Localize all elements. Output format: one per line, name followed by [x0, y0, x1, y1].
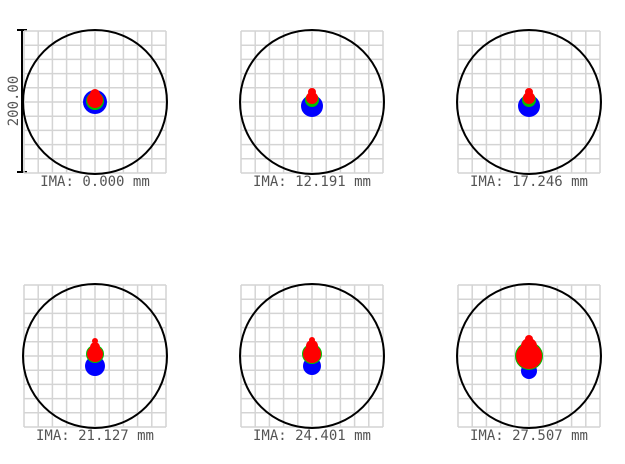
ima-label: IMA: 27.507 mm	[470, 428, 588, 444]
ima-label: IMA: 17.246 mm	[470, 174, 588, 190]
airy-circle	[239, 29, 385, 175]
spot-panel: IMA: 17.246 mm	[456, 29, 602, 190]
spot-wavelength-3	[90, 89, 100, 99]
spot-wavelength-3	[90, 342, 100, 352]
spot-wavelength-3	[525, 335, 533, 343]
spot-panel: IMA: 12.191 mm	[239, 29, 385, 190]
grid	[457, 30, 601, 174]
scale-bar: 200.00	[6, 29, 27, 173]
ima-label: IMA: 21.127 mm	[36, 428, 154, 444]
spot-wavelength-3	[306, 92, 318, 104]
spot-panel: IMA: 0.000 mm	[22, 29, 168, 190]
spot-wavelength-3	[521, 338, 537, 354]
spot-wavelength-3	[92, 338, 98, 344]
ima-label: IMA: 24.401 mm	[253, 428, 371, 444]
spot-wavelength-3	[306, 340, 318, 352]
ima-label: IMA: 12.191 mm	[253, 174, 371, 190]
spot-panels: IMA: 0.000 mm IMA: 12.191 mm IMA: 17.246 m…	[22, 29, 602, 444]
airy-circle	[22, 283, 168, 429]
ima-label: IMA: 0.000 mm	[40, 174, 150, 190]
spot-wavelength-3	[525, 88, 533, 96]
spot-wavelength-3	[308, 88, 316, 96]
spot-wavelength-3	[309, 337, 315, 343]
spot-panel: IMA: 24.401 mm	[239, 283, 385, 444]
scale-label: 200.00	[6, 76, 22, 127]
spot-panel: IMA: 27.507 mm	[456, 283, 602, 444]
airy-circle	[456, 29, 602, 175]
airy-circle	[239, 283, 385, 429]
spot-panel: IMA: 21.127 mm	[22, 283, 168, 444]
spot-wavelength-3	[523, 92, 535, 104]
airy-circle	[22, 29, 168, 175]
airy-circle	[456, 283, 602, 429]
